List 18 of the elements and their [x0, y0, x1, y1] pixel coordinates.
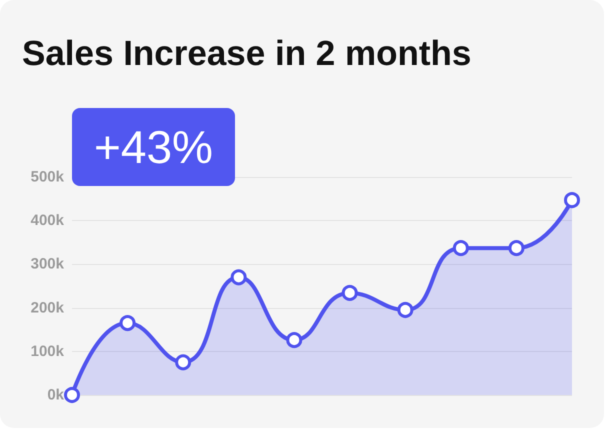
point [397, 302, 414, 318]
text: +43% [72, 108, 235, 186]
point [230, 269, 247, 286]
point [64, 387, 80, 403]
y-tick-label: 200k [30, 299, 65, 316]
point [508, 240, 524, 256]
y-tick-label: 0k [47, 386, 65, 404]
y-tick-label: 300k [30, 256, 65, 273]
point [120, 315, 136, 332]
point [175, 354, 192, 370]
point [286, 332, 302, 348]
point [452, 240, 469, 256]
y-tick-label: 400k [30, 212, 65, 230]
point [564, 192, 580, 208]
y-tick-label: 100k [30, 342, 65, 360]
y-tick-label: 500k [30, 168, 65, 186]
point [342, 284, 358, 301]
chart-title: Sales Increase in 2 months [22, 34, 472, 74]
